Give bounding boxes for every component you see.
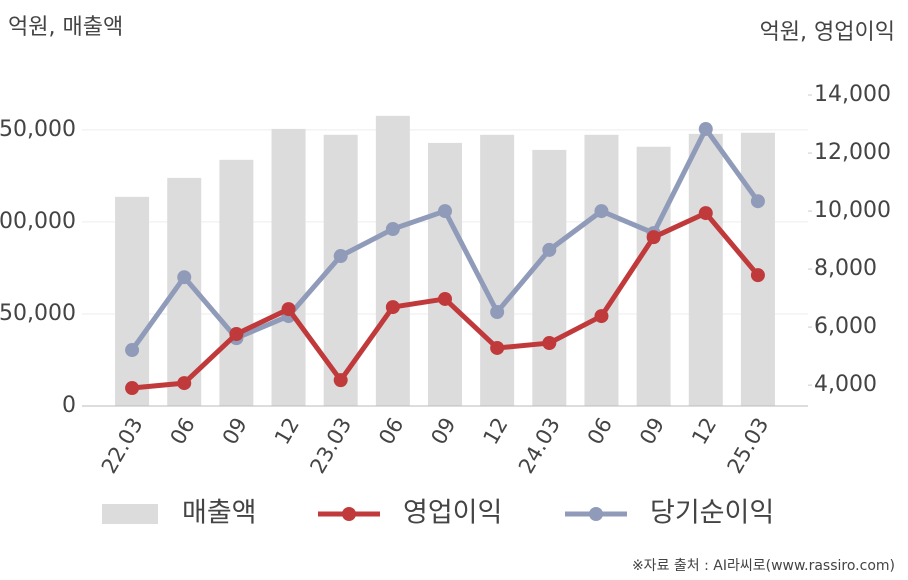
point [750, 268, 765, 283]
legend-swatch [589, 507, 603, 521]
point [594, 204, 609, 219]
x-tick-label: 09 [635, 414, 669, 449]
x-tick-label: 24.03 [514, 414, 565, 478]
point [594, 309, 609, 324]
y2-tick-label: 14,000 [814, 82, 891, 107]
bar [271, 128, 306, 406]
x-tick-label: 06 [374, 414, 408, 449]
point [438, 291, 452, 306]
point [229, 327, 244, 342]
legend-swatch [102, 504, 158, 524]
point [438, 204, 452, 219]
x-tick-label: 06 [166, 414, 200, 449]
y2-tick-label: 10,000 [814, 198, 891, 223]
bar [219, 159, 254, 406]
y-tick-label: 0 [62, 393, 76, 418]
x-tick-label: 23.03 [305, 414, 356, 478]
point [698, 206, 713, 221]
x-tick-label: 12 [687, 414, 721, 449]
y-tick-label: 50,000 [0, 301, 76, 326]
legend-label: 영업이익 [403, 498, 502, 529]
x-tick-label: 12 [270, 414, 304, 449]
x-tick-label: 06 [583, 414, 617, 449]
legend-label: 매출액 [182, 498, 257, 529]
point [750, 194, 765, 209]
point [542, 242, 557, 257]
legend-label: 당기순이익 [650, 498, 774, 529]
x-tick-label: 12 [479, 413, 513, 448]
bar [584, 134, 619, 406]
x-tick-label: 09 [426, 414, 460, 449]
y2-tick-label: 6,000 [814, 314, 877, 339]
bar [480, 134, 515, 406]
bar [428, 142, 462, 407]
y-tick-label: 150,000 [0, 117, 76, 142]
y-axis-title: 억원, 매출액 [8, 15, 123, 40]
x-tick-label: 22.03 [97, 414, 148, 478]
point [646, 230, 661, 245]
point [177, 270, 192, 285]
bar [115, 196, 150, 406]
point [490, 305, 505, 320]
y-tick-label: 100,000 [0, 209, 76, 234]
bar [532, 149, 567, 407]
y2-tick-label: 12,000 [814, 140, 891, 165]
source: ※자료 출처 : AI라씨로(www.rassiro.com) [632, 558, 895, 574]
point [281, 302, 296, 317]
point [125, 343, 140, 358]
bar [688, 133, 723, 406]
point [333, 373, 348, 388]
point [333, 249, 348, 264]
x-tick-label: 25.03 [723, 414, 774, 478]
y2-axis-title: 억원, 영업이익 [760, 20, 895, 45]
y2-tick-label: 4,000 [814, 372, 877, 397]
point [385, 222, 400, 237]
point [177, 376, 192, 391]
x-tick-label: 09 [218, 414, 252, 449]
point [698, 121, 713, 136]
point [125, 381, 140, 396]
legend-swatch [342, 507, 356, 521]
y2-tick-label: 8,000 [814, 256, 877, 281]
bar [636, 146, 671, 406]
point [385, 300, 400, 315]
point [490, 340, 505, 355]
point [542, 336, 557, 351]
bar [375, 115, 410, 406]
